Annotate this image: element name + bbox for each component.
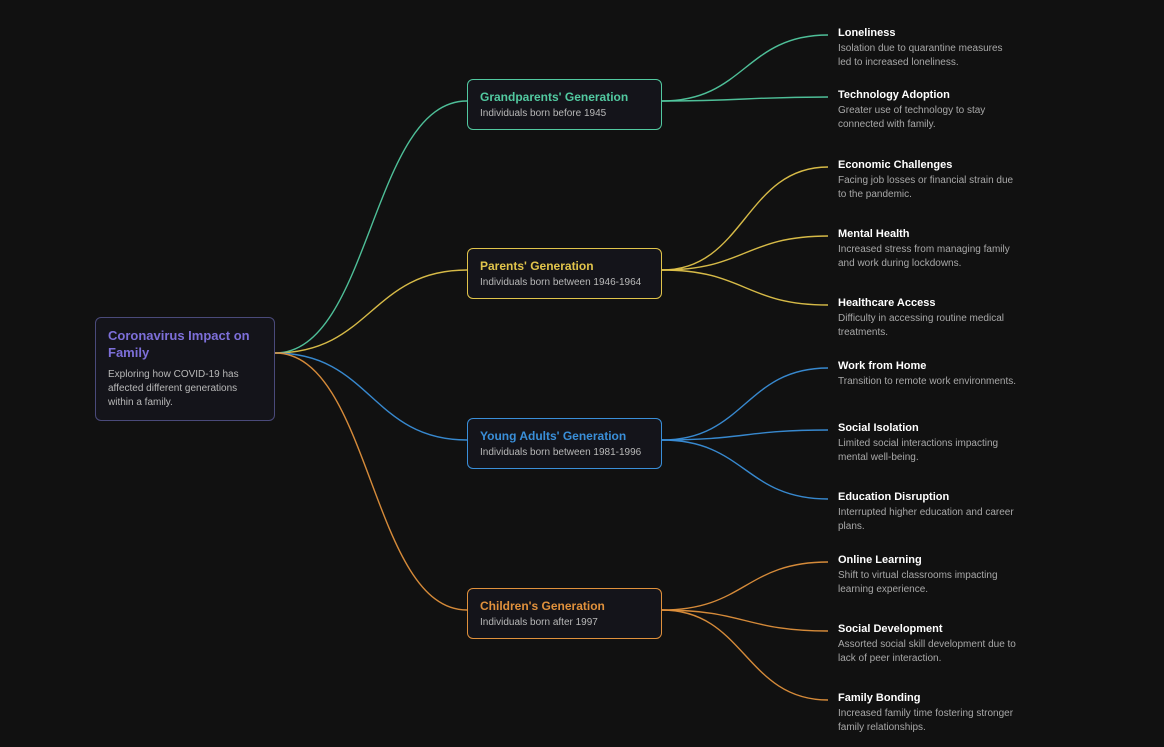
leaf-title: Technology Adoption — [838, 89, 1018, 101]
leaf-node[interactable]: Economic Challenges Facing job losses or … — [838, 159, 1018, 202]
leaf-title: Family Bonding — [838, 692, 1018, 704]
leaf-node[interactable]: Family Bonding Increased family time fost… — [838, 692, 1018, 735]
leaf-node[interactable]: Social Development Assorted social skill … — [838, 623, 1018, 666]
branch-node-children[interactable]: Children's Generation Individuals born af… — [467, 588, 662, 639]
leaf-subtitle: Shift to virtual classrooms impacting le… — [838, 569, 1018, 597]
leaf-title: Social Development — [838, 623, 1018, 635]
leaf-subtitle: Limited social interactions impacting me… — [838, 437, 1018, 465]
leaf-subtitle: Assorted social skill development due to… — [838, 638, 1018, 666]
leaf-subtitle: Isolation due to quarantine measures led… — [838, 42, 1018, 70]
branch-title: Parents' Generation — [480, 259, 649, 273]
leaf-title: Social Isolation — [838, 422, 1018, 434]
leaf-title: Loneliness — [838, 27, 1018, 39]
root-title: Coronavirus Impact on Family — [108, 328, 262, 362]
branch-title: Grandparents' Generation — [480, 90, 649, 104]
leaf-node[interactable]: Loneliness Isolation due to quarantine me… — [838, 27, 1018, 70]
branch-subtitle: Individuals born between 1946-1964 — [480, 277, 649, 288]
leaf-title: Economic Challenges — [838, 159, 1018, 171]
leaf-subtitle: Facing job losses or financial strain du… — [838, 174, 1018, 202]
leaf-node[interactable]: Education Disruption Interrupted higher e… — [838, 491, 1018, 534]
branch-subtitle: Individuals born after 1997 — [480, 617, 649, 628]
root-node[interactable]: Coronavirus Impact on Family Exploring ho… — [95, 317, 275, 421]
leaf-subtitle: Interrupted higher education and career … — [838, 506, 1018, 534]
leaf-node[interactable]: Healthcare Access Difficulty in accessing… — [838, 297, 1018, 340]
branch-subtitle: Individuals born before 1945 — [480, 108, 649, 119]
leaf-subtitle: Transition to remote work environments. — [838, 375, 1018, 389]
leaf-subtitle: Increased stress from managing family an… — [838, 243, 1018, 271]
branch-node-parents[interactable]: Parents' Generation Individuals born betw… — [467, 248, 662, 299]
branch-node-youngadults[interactable]: Young Adults' Generation Individuals born… — [467, 418, 662, 469]
leaf-title: Online Learning — [838, 554, 1018, 566]
branch-title: Young Adults' Generation — [480, 429, 649, 443]
branch-title: Children's Generation — [480, 599, 649, 613]
leaf-title: Healthcare Access — [838, 297, 1018, 309]
leaf-node[interactable]: Mental Health Increased stress from manag… — [838, 228, 1018, 271]
branch-subtitle: Individuals born between 1981-1996 — [480, 447, 649, 458]
leaf-subtitle: Difficulty in accessing routine medical … — [838, 312, 1018, 340]
leaf-title: Work from Home — [838, 360, 1018, 372]
leaf-title: Education Disruption — [838, 491, 1018, 503]
leaf-node[interactable]: Online Learning Shift to virtual classroo… — [838, 554, 1018, 597]
leaf-node[interactable]: Technology Adoption Greater use of techno… — [838, 89, 1018, 132]
leaf-subtitle: Greater use of technology to stay connec… — [838, 104, 1018, 132]
leaf-node[interactable]: Work from Home Transition to remote work … — [838, 360, 1018, 389]
leaf-subtitle: Increased family time fostering stronger… — [838, 707, 1018, 735]
leaf-node[interactable]: Social Isolation Limited social interacti… — [838, 422, 1018, 465]
root-subtitle: Exploring how COVID-19 has affected diff… — [108, 368, 262, 410]
leaf-title: Mental Health — [838, 228, 1018, 240]
branch-node-grandparents[interactable]: Grandparents' Generation Individuals born… — [467, 79, 662, 130]
